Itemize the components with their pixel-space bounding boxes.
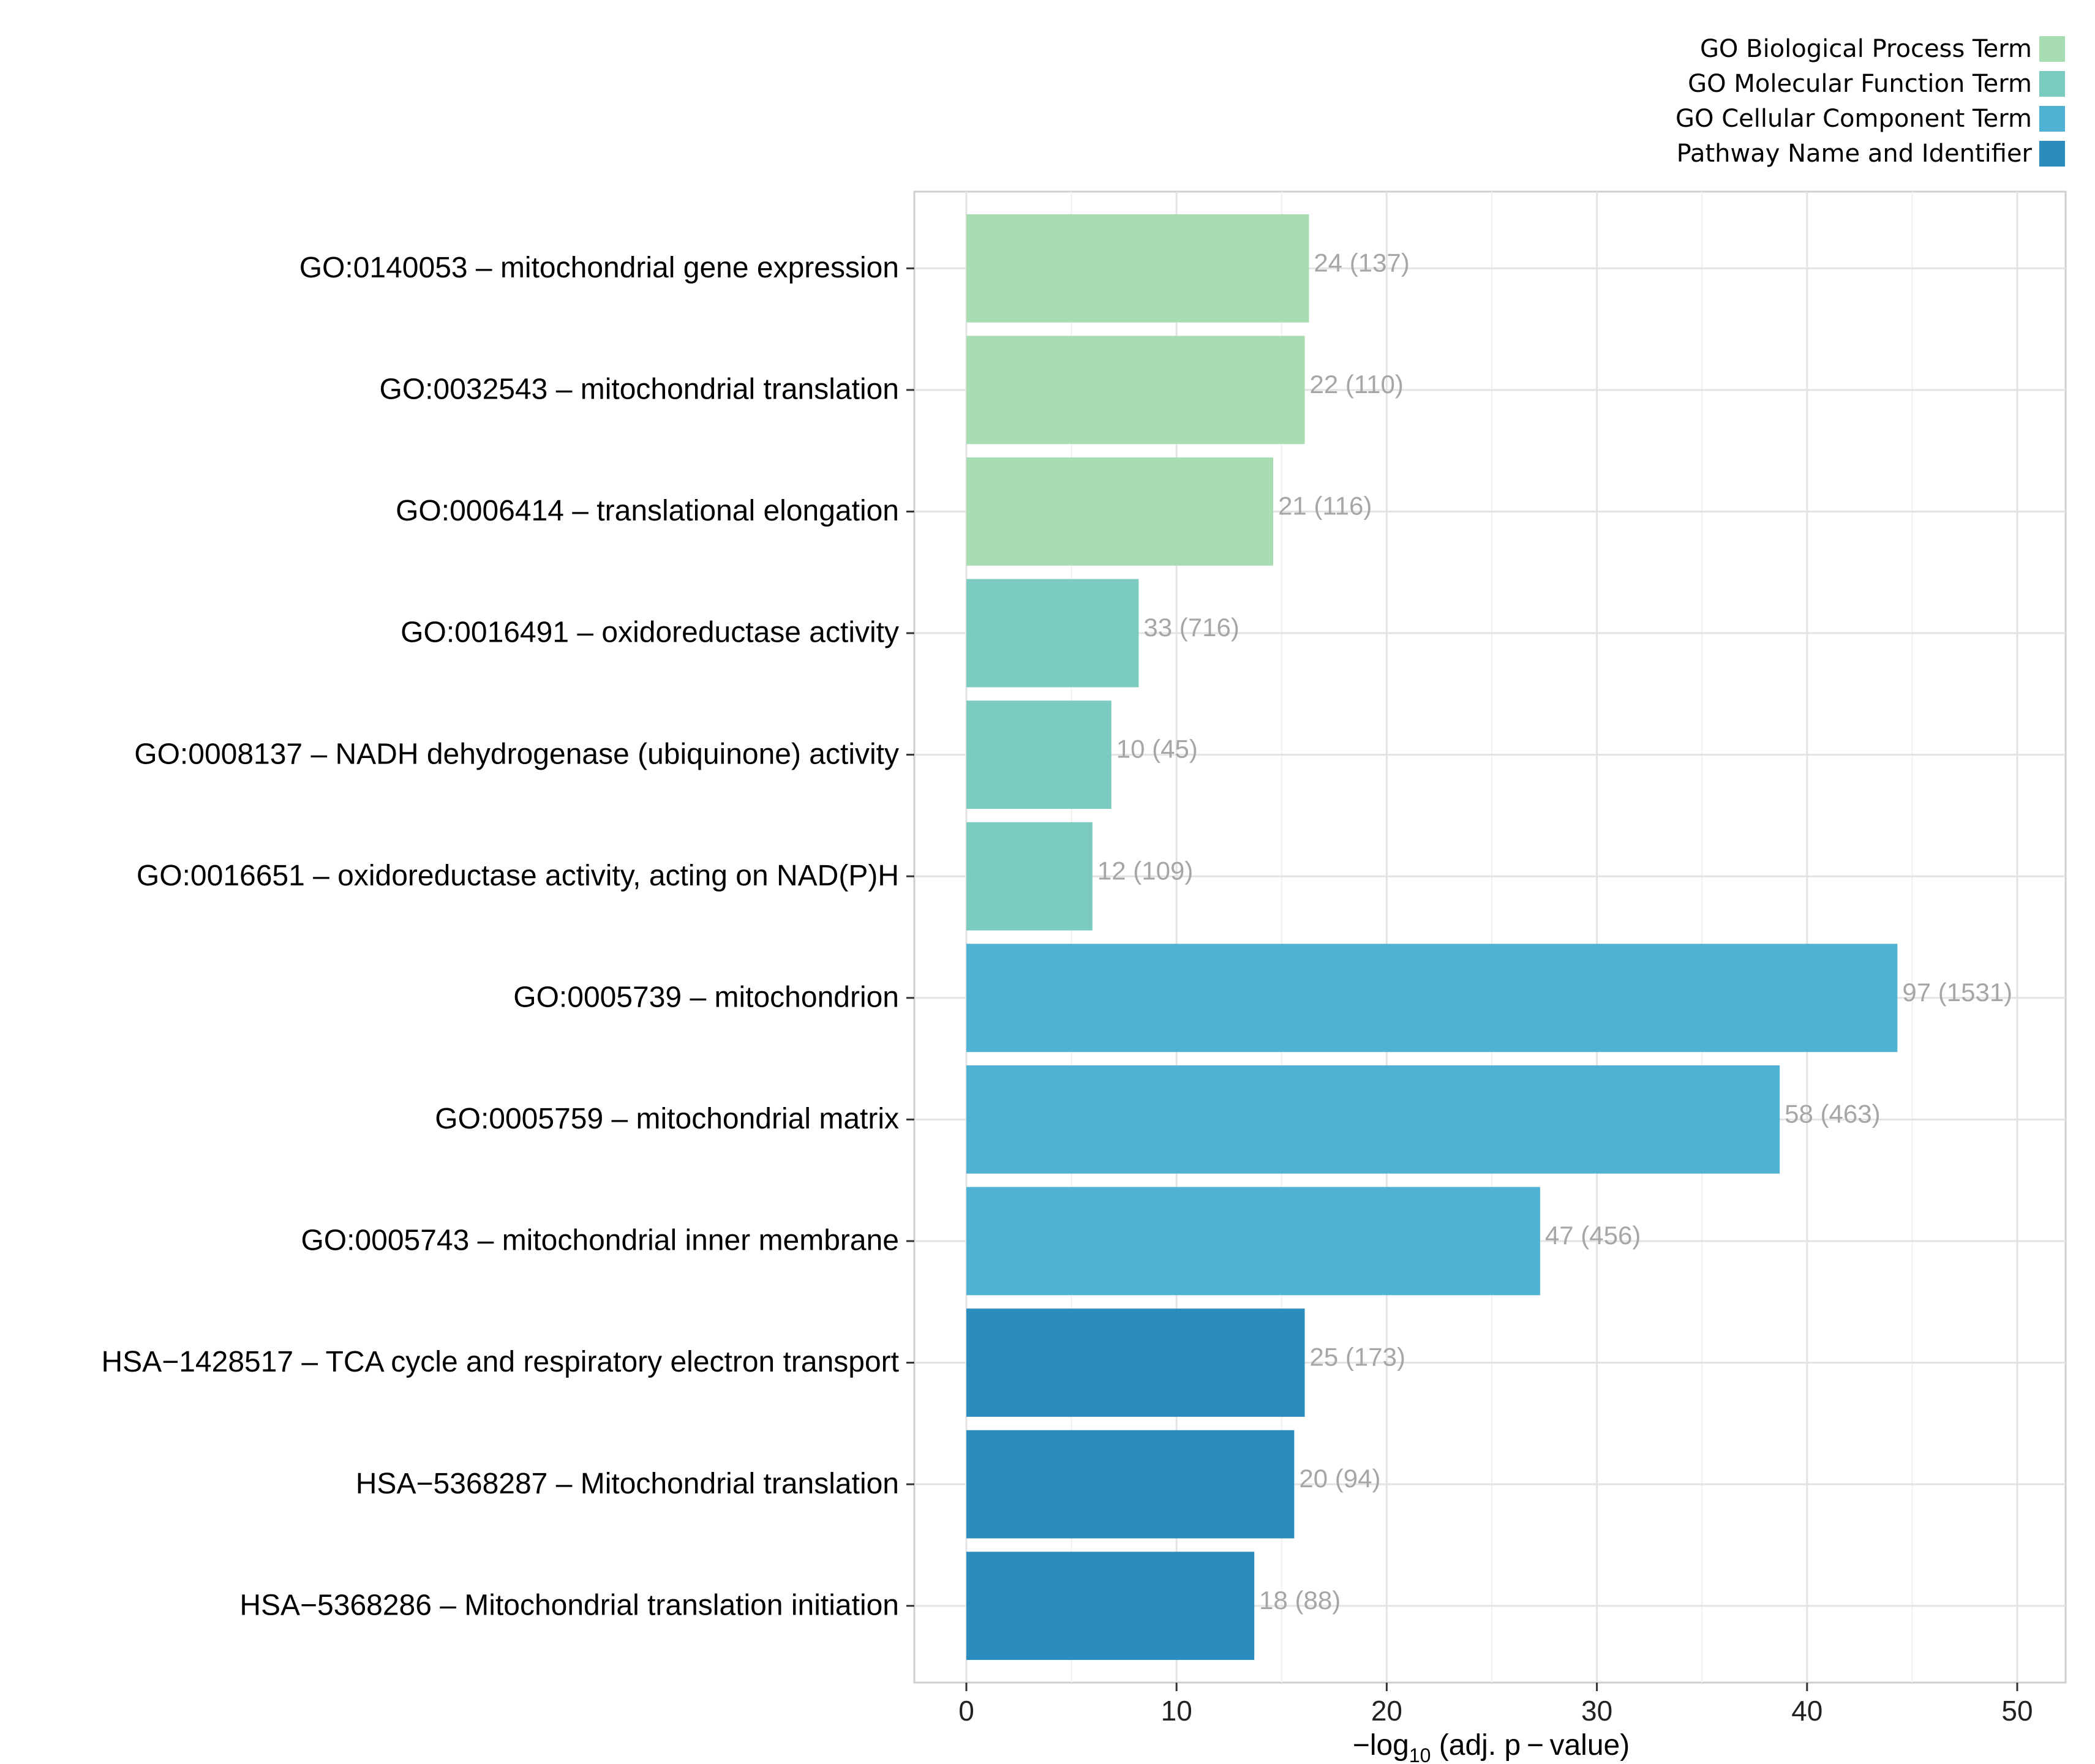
term-label: GO:0140053 – mitochondrial gene expressi… xyxy=(299,252,899,284)
x-axis-title-subscript: 10 xyxy=(1409,1744,1431,1764)
term-label: GO:0005743 – mitochondrial inner membran… xyxy=(301,1225,899,1257)
bar-value-label: 33 (716) xyxy=(1143,613,1239,642)
bar-value-label: 47 (456) xyxy=(1545,1221,1641,1250)
term-label: HSA−5368287 – Mitochondrial translation xyxy=(356,1468,899,1500)
term-label: GO:0008137 – NADH dehydrogenase (ubiquin… xyxy=(134,738,899,770)
legend-label-cc: GO Cellular Component Term xyxy=(1676,105,2032,133)
term-label: GO:0016651 – oxidoreductase activity, ac… xyxy=(137,860,899,892)
x-tick-label: 20 xyxy=(1371,1695,1402,1727)
bar-value-label: 21 (116) xyxy=(1278,492,1372,520)
legend-swatch-pw xyxy=(2039,141,2065,167)
x-axis-title: −log10 (adj. p − value) xyxy=(1353,1729,1630,1764)
x-tick-label: 40 xyxy=(1791,1695,1822,1727)
chart-legend: GO Biological Process Term GO Molecular F… xyxy=(1676,35,2065,168)
bar-bp xyxy=(966,214,1309,323)
bar-value-label: 58 (463) xyxy=(1785,1099,1880,1128)
bar-value-label: 25 (173) xyxy=(1310,1343,1405,1372)
bar-value-label: 24 (137) xyxy=(1314,248,1409,277)
bar-mf xyxy=(966,579,1139,688)
bar-mf xyxy=(966,822,1093,931)
x-tick-label: 30 xyxy=(1581,1695,1612,1727)
bar-cc xyxy=(966,944,1898,1053)
bar-bp xyxy=(966,457,1274,566)
bar-value-label: 18 (88) xyxy=(1259,1586,1341,1615)
x-tick-label: 50 xyxy=(2001,1695,2033,1727)
bars-group xyxy=(966,214,1898,1661)
x-axis-title-prefix: −log xyxy=(1353,1729,1409,1762)
x-axis-ticks: 0 10 20 30 40 50 xyxy=(958,1683,2033,1727)
legend-swatch-cc xyxy=(2039,106,2065,132)
term-label: GO:0006414 – translational elongation xyxy=(396,495,899,527)
bar-value-label: 10 (45) xyxy=(1116,735,1198,764)
x-axis-title-suffix: (adj. p − value) xyxy=(1431,1729,1630,1762)
term-label: GO:0032543 – mitochondrial translation xyxy=(379,373,899,406)
bar-cc xyxy=(966,1065,1780,1174)
legend-swatch-bp xyxy=(2039,36,2065,62)
legend-label-mf: GO Molecular Function Term xyxy=(1688,70,2032,98)
bar-pw xyxy=(966,1430,1295,1539)
legend-label-pw: Pathway Name and Identifier xyxy=(1677,140,2033,168)
term-label: HSA−5368286 – Mitochondrial translation … xyxy=(239,1589,899,1621)
bar-pw xyxy=(966,1552,1255,1661)
term-label: GO:0005759 – mitochondrial matrix xyxy=(435,1103,899,1135)
bar-bp xyxy=(966,336,1305,445)
bar-value-label: 22 (110) xyxy=(1310,370,1404,399)
value-labels-group: 24 (137) 22 (110) 21 (116) 33 (716) 10 (45) 1… xyxy=(1097,248,2012,1614)
legend-label-bp: GO Biological Process Term xyxy=(1700,35,2032,63)
bar-value-label: 97 (1531) xyxy=(1902,978,2012,1007)
x-tick-label: 10 xyxy=(1161,1695,1192,1727)
bar-cc xyxy=(966,1187,1540,1296)
bar-mf xyxy=(966,700,1111,809)
term-label: HSA−1428517 – TCA cycle and respiratory … xyxy=(102,1346,900,1378)
legend-swatch-mf xyxy=(2039,71,2065,97)
bar-value-label: 20 (94) xyxy=(1299,1464,1380,1493)
term-label: GO:0005739 – mitochondrion xyxy=(513,981,899,1013)
bar-pw xyxy=(966,1308,1305,1417)
bar-value-label: 12 (109) xyxy=(1097,856,1193,885)
term-labels-group: GO:0140053 – mitochondrial gene expressi… xyxy=(102,252,914,1621)
term-label: GO:0016491 – oxidoreductase activity xyxy=(401,617,899,649)
x-tick-label: 0 xyxy=(958,1695,974,1727)
